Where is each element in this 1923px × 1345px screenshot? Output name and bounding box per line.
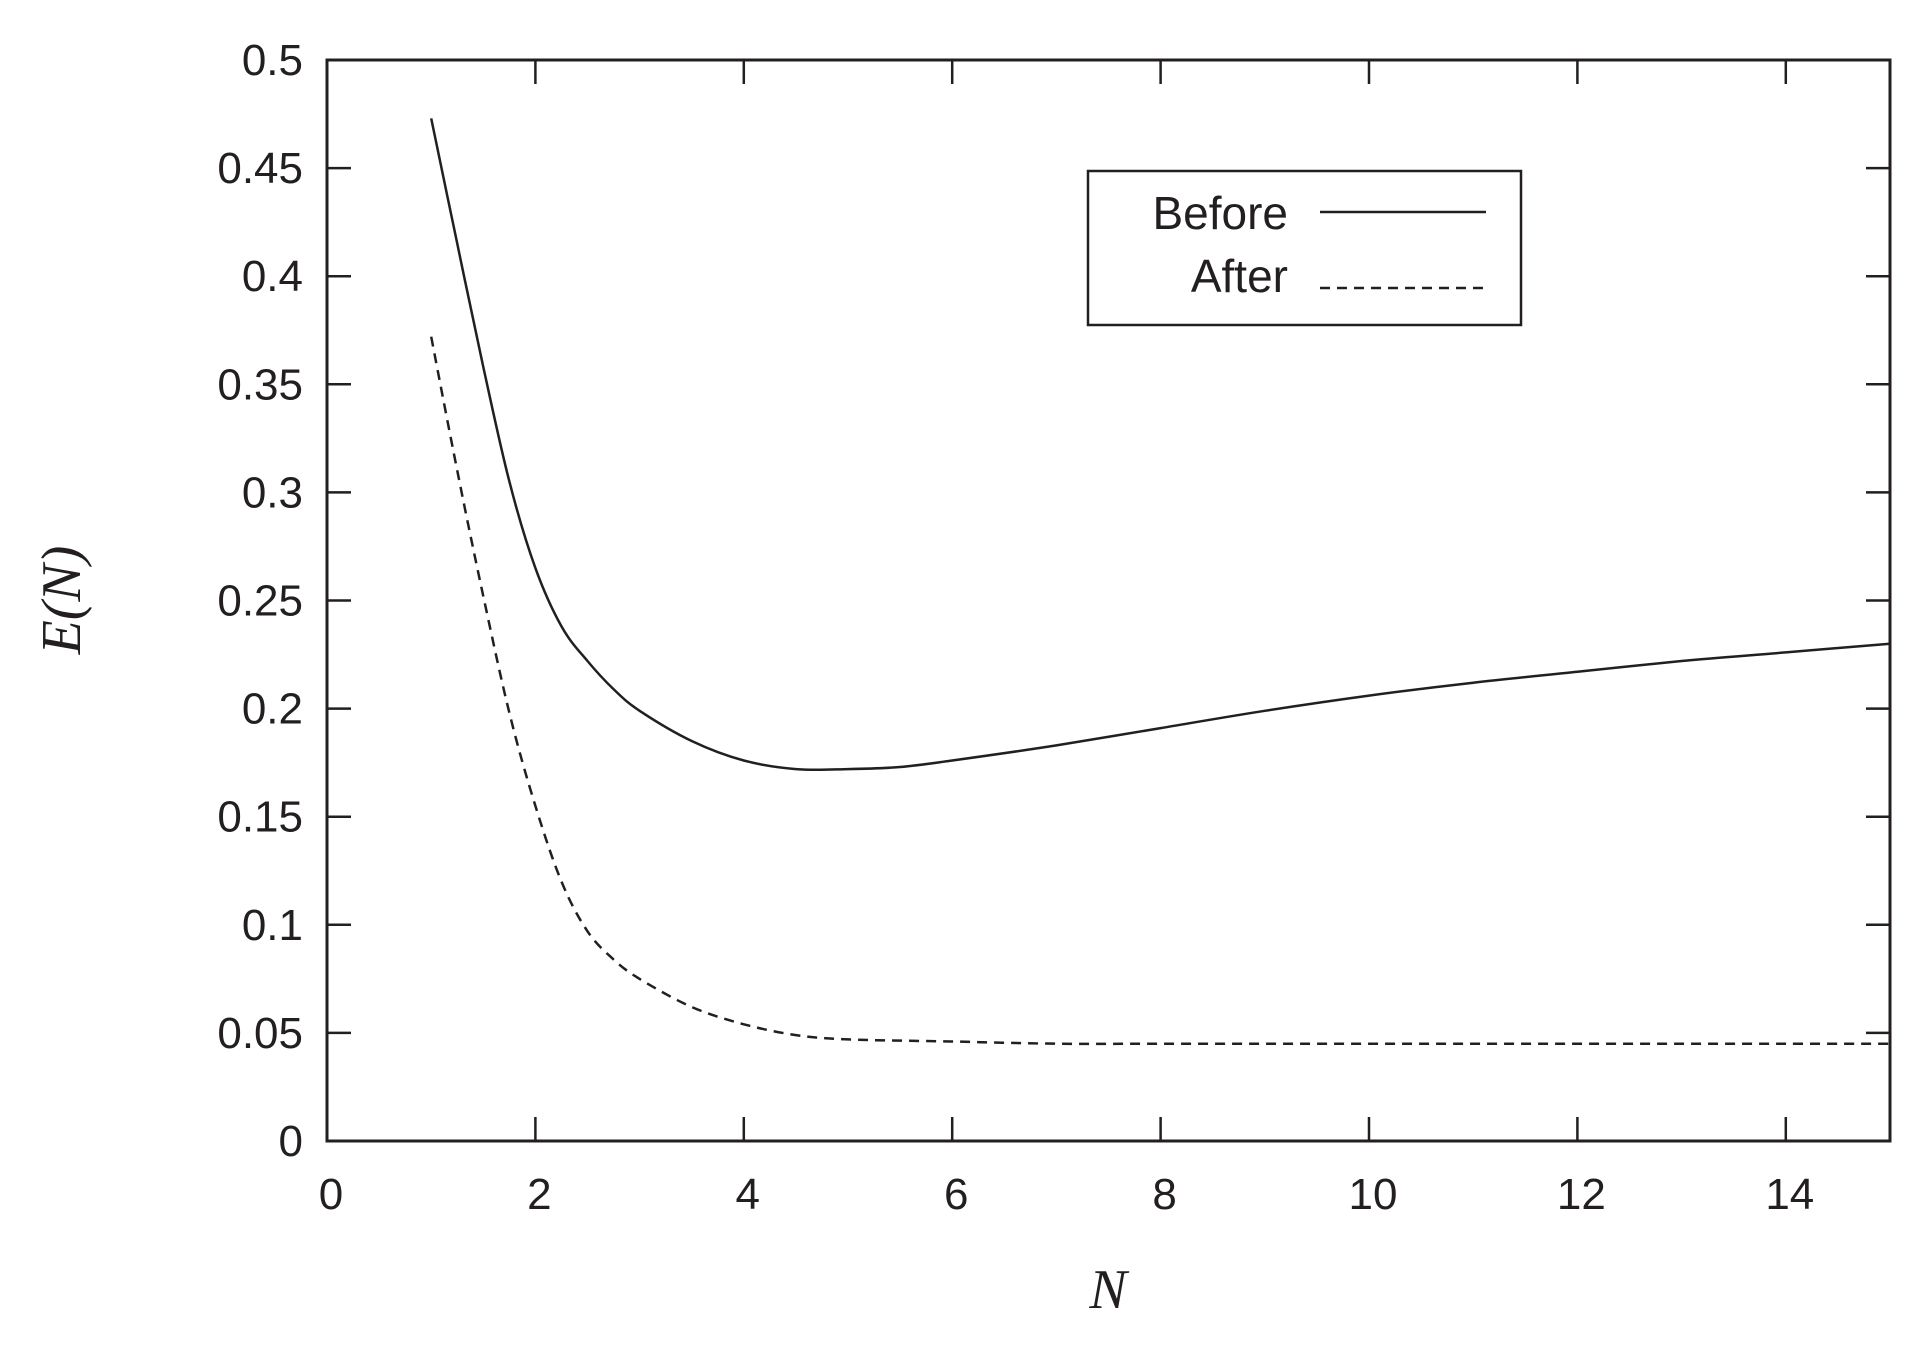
y-tick-label: 0.5 (242, 36, 303, 85)
x-axis-ticks: 0 2 4 6 8 10 12 14 (319, 60, 1814, 1219)
y-axis-label: E(N) (31, 546, 93, 656)
y-tick-label: 0.4 (242, 252, 303, 301)
legend-label-before: Before (1152, 187, 1288, 239)
series-line-before (429, 118, 1891, 772)
y-tick-label: 0.35 (217, 360, 303, 409)
x-tick-label: 10 (1349, 1170, 1398, 1219)
plot-frame (325, 58, 1892, 1143)
x-tick-label: 4 (736, 1170, 760, 1219)
series-line-after (429, 336, 1890, 1046)
series-layer (429, 118, 1891, 1046)
y-tick-label: 0.3 (242, 468, 303, 517)
y-tick-label: 0.2 (242, 685, 303, 734)
x-axis-label: N (1088, 1259, 1129, 1321)
y-tick-label: 0 (279, 1117, 303, 1166)
x-tick-label: 2 (527, 1170, 551, 1219)
y-tick-label: 0.25 (217, 577, 303, 626)
legend: Before After (1086, 169, 1523, 327)
y-axis-ticks: 0 0.05 0.1 0.15 0.2 0.25 0.3 0.35 0.4 0.45 0.5 (217, 36, 1890, 1166)
y-tick-label: 0.05 (217, 1009, 303, 1058)
x-tick-label: 8 (1152, 1170, 1176, 1219)
x-tick-label: 6 (944, 1170, 968, 1219)
legend-label-after: After (1191, 250, 1288, 302)
legend-box (1086, 169, 1523, 327)
x-tick-label: 0 (319, 1170, 343, 1219)
x-tick-label: 12 (1557, 1170, 1606, 1219)
y-tick-label: 0.1 (242, 901, 303, 950)
y-tick-label: 0.15 (217, 793, 303, 842)
x-tick-label: 14 (1765, 1170, 1814, 1219)
y-tick-label: 0.45 (217, 144, 303, 193)
